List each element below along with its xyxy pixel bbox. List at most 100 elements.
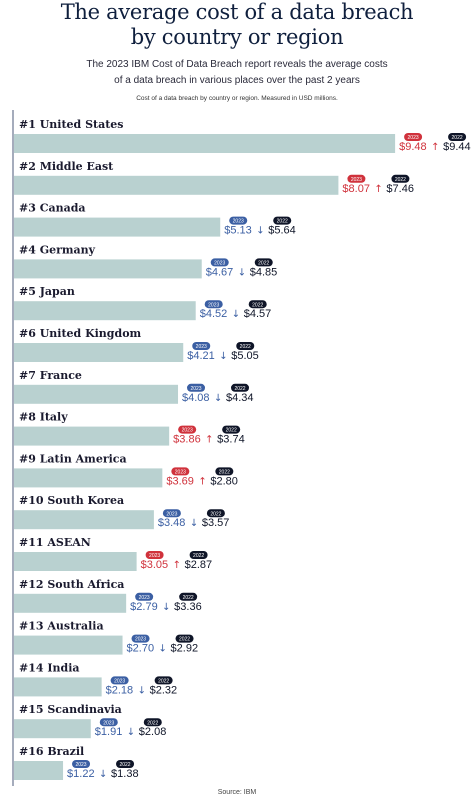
value-label-2023: $2.70 — [127, 643, 155, 655]
down-arrow-icon: ↓ — [159, 644, 167, 655]
bar-2023 — [14, 677, 102, 697]
category-label: #8 Italy — [19, 411, 68, 424]
value-label-2023: $3.05 — [141, 559, 169, 571]
category-label: #12 South Africa — [19, 578, 124, 591]
bar-2023 — [14, 468, 163, 488]
down-arrow-icon: ↓ — [127, 727, 135, 738]
year-badge-2023-label: 2023 — [190, 386, 201, 392]
category-label: #5 Japan — [19, 285, 75, 298]
bar-2023 — [14, 175, 339, 195]
bar-2023 — [14, 217, 221, 237]
year-badge-2022 — [448, 133, 467, 141]
category-label: #15 Scandinavia — [19, 703, 122, 716]
down-arrow-icon: ↓ — [256, 226, 264, 237]
year-badge-2023 — [131, 634, 150, 643]
value-label-2023: $9.48 — [399, 141, 427, 153]
value-label-2022: $2.80 — [210, 475, 238, 487]
subtitle-line-1: The 2023 IBM Cost of Data Breach report … — [86, 59, 388, 70]
down-arrow-icon: ↓ — [138, 685, 146, 696]
year-badge-2023-label: 2023 — [139, 595, 150, 601]
year-badge-2022 — [116, 760, 135, 768]
year-badge-2022-label: 2022 — [219, 470, 230, 476]
year-badge-2023-label: 2023 — [166, 511, 177, 517]
chart-title: The average cost of a data breach by cou… — [0, 0, 474, 50]
down-arrow-icon: ↓ — [214, 393, 222, 404]
value-label-2023: $3.69 — [166, 475, 194, 487]
year-badge-2023 — [72, 760, 91, 768]
up-arrow-icon: ↑ — [431, 142, 439, 153]
value-label-2022: $3.57 — [202, 517, 230, 529]
year-badge-2022 — [206, 509, 225, 518]
value-label-2022: $3.36 — [174, 601, 202, 613]
bar-2023 — [14, 719, 91, 739]
year-badge-2022 — [231, 383, 250, 392]
up-arrow-icon: ↑ — [198, 476, 206, 487]
category-label: #13 Australia — [19, 620, 104, 633]
year-badge-2023-label: 2023 — [175, 470, 186, 476]
up-arrow-icon: ↑ — [374, 184, 382, 195]
year-badge-2022-label: 2022 — [147, 720, 158, 726]
year-badge-2022-label: 2022 — [277, 219, 288, 225]
year-badge-2022-label: 2022 — [252, 302, 263, 308]
bar-2023 — [14, 259, 202, 279]
value-label-2023: $4.52 — [200, 308, 228, 320]
chart-subtitle: The 2023 IBM Cost of Data Breach report … — [60, 57, 414, 89]
bar-2023 — [14, 510, 154, 530]
year-badge-2022-label: 2022 — [240, 344, 251, 350]
category-label: #11 ASEAN — [19, 536, 91, 549]
year-badge-2022 — [236, 342, 255, 350]
year-badge-2022 — [143, 718, 162, 727]
category-label: #9 Latin America — [19, 452, 127, 465]
year-badge-2022 — [391, 174, 410, 183]
value-label-2022: $2.87 — [185, 559, 213, 571]
year-badge-2022 — [215, 467, 234, 476]
value-label-2023: $8.07 — [342, 183, 370, 195]
value-label-2023: $3.48 — [158, 517, 186, 529]
year-badge-2023 — [404, 133, 423, 141]
category-label: #14 India — [19, 661, 80, 674]
down-arrow-icon: ↓ — [162, 602, 170, 613]
year-badge-2022-label: 2022 — [158, 679, 169, 685]
category-label: #3 Canada — [19, 202, 86, 215]
category-label: #10 South Korea — [19, 494, 124, 507]
category-label: #2 Middle East — [19, 160, 114, 173]
value-label-2022: $3.74 — [217, 434, 245, 446]
down-arrow-icon: ↓ — [238, 267, 246, 278]
bar-2023 — [14, 761, 64, 780]
bar-2023 — [14, 426, 170, 446]
year-badge-2022-label: 2022 — [183, 595, 194, 601]
year-badge-2023-label: 2023 — [196, 344, 207, 350]
chart-title-line-1: The average cost of a data breach — [60, 0, 414, 24]
year-badge-2022-label: 2022 — [119, 762, 130, 768]
year-badge-2023 — [187, 383, 206, 392]
year-badge-2023-label: 2023 — [408, 135, 419, 141]
year-badge-2022 — [273, 216, 292, 225]
value-label-2023: $1.22 — [67, 768, 95, 780]
category-label: #1 United States — [19, 118, 124, 131]
down-arrow-icon: ↓ — [190, 518, 198, 529]
value-label-2022: $9.44 — [443, 141, 471, 153]
value-label-2022: $7.46 — [386, 183, 414, 195]
bar-2023 — [14, 635, 123, 655]
value-label-2022: $5.05 — [231, 350, 259, 362]
down-arrow-icon: ↓ — [99, 769, 107, 780]
year-badge-2023 — [99, 718, 118, 727]
year-badge-2022 — [175, 634, 194, 643]
year-badge-2022-label: 2022 — [226, 428, 237, 434]
bar-2023 — [14, 384, 179, 404]
year-badge-2023 — [204, 300, 223, 309]
value-label-2022: $2.08 — [139, 726, 167, 738]
value-label-2022: $4.85 — [250, 266, 278, 278]
year-badge-2023 — [135, 592, 154, 601]
year-badge-2023-label: 2023 — [351, 177, 362, 183]
value-label-2022: $2.92 — [171, 643, 199, 655]
year-badge-2023-label: 2023 — [214, 261, 225, 267]
value-label-2023: $1.91 — [95, 726, 123, 738]
bar-2023 — [14, 301, 196, 321]
value-label-2023: $5.13 — [224, 225, 252, 237]
subtitle-line-2: of a data breach in various places over … — [114, 75, 360, 86]
value-label-2023: $3.86 — [173, 434, 201, 446]
year-badge-2022 — [154, 676, 173, 685]
year-badge-2023 — [229, 216, 248, 225]
year-badge-2022-label: 2022 — [179, 637, 190, 643]
